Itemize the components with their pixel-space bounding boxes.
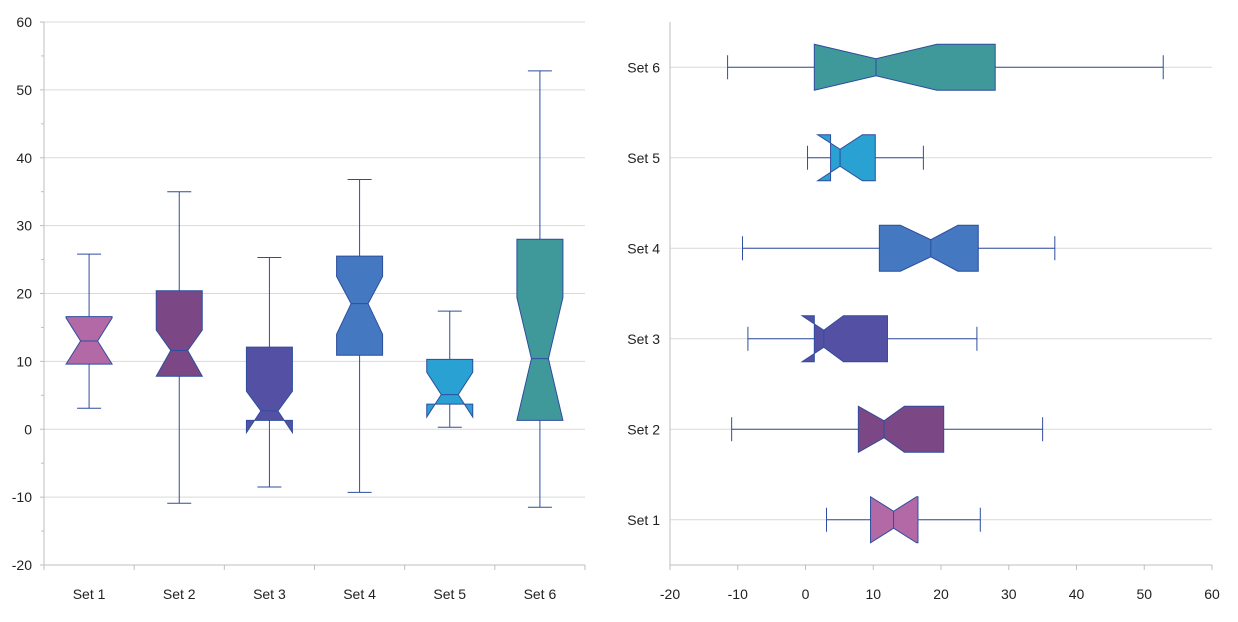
x-tick-label: Set 4 <box>343 586 376 602</box>
box-4 <box>878 224 979 272</box>
x-tick-label: 40 <box>1069 586 1085 602</box>
y-tick-label: 60 <box>16 14 32 30</box>
x-tick-label: Set 3 <box>253 586 286 602</box>
y-tick-label: Set 6 <box>627 59 660 75</box>
x-tick-label: Set 2 <box>163 586 196 602</box>
y-tick-label: 0 <box>24 421 32 437</box>
box-6 <box>516 238 564 421</box>
horizontal-box-plot: Set 1 Set 2 Set 3 Set 4 Set 5 Set 6 -20 -10 0 10 2… <box>627 22 1220 602</box>
y-tick-label: 10 <box>16 353 32 369</box>
box-2 <box>155 290 204 377</box>
y-tick-label: Set 1 <box>627 512 660 528</box>
box-3 <box>245 346 293 435</box>
x-tick-label: 30 <box>1001 586 1017 602</box>
x-tick-label: 50 <box>1136 586 1152 602</box>
box-1 <box>870 495 919 544</box>
y-tick-label: Set 5 <box>627 150 660 166</box>
x-tick-label: Set 6 <box>524 586 557 602</box>
x-tick-label: Set 5 <box>433 586 466 602</box>
box-5 <box>816 134 876 182</box>
x-tick-label: -20 <box>660 586 680 602</box>
y-tick-label: -20 <box>12 557 32 573</box>
y-tick-label: 50 <box>16 82 32 98</box>
box-1 <box>65 316 113 365</box>
x-tick-label: 60 <box>1204 586 1220 602</box>
box-4 <box>336 255 384 356</box>
y-tick-label: Set 4 <box>627 240 660 256</box>
y-tick-label: 40 <box>16 150 32 166</box>
box-6 <box>813 43 996 91</box>
y-tick-label: 20 <box>16 286 32 302</box>
x-tick-label: 0 <box>802 586 810 602</box>
x-tick-label: 10 <box>865 586 881 602</box>
vertical-box-plot: -20 -10 0 10 20 30 40 50 60 Set 1 Set 2 Set 3 Set 4 S… <box>12 14 586 602</box>
y-tick-label: Set 3 <box>627 331 660 347</box>
box-5 <box>426 358 474 419</box>
y-tick-label: -10 <box>12 489 32 505</box>
x-tick-label: -10 <box>728 586 748 602</box>
box-3 <box>800 315 888 363</box>
x-tick-label: Set 1 <box>73 586 106 602</box>
y-tick-label: Set 2 <box>627 421 660 437</box>
x-tick-label: 20 <box>933 586 949 602</box>
y-tick-label: 30 <box>16 218 32 234</box>
box-2 <box>857 405 945 454</box>
